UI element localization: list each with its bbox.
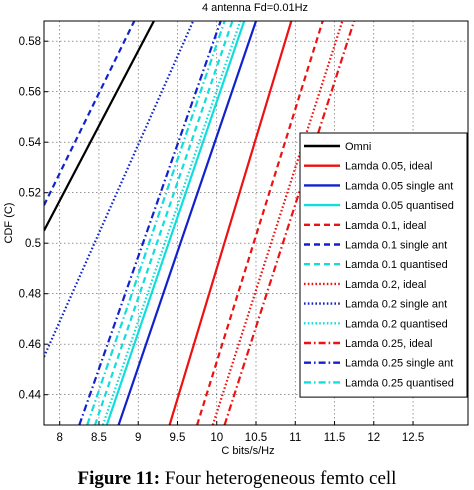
x-tick-label: 9.5: [169, 432, 185, 444]
axis-ticks: 8 8.5 9 9.5 10 10.5 11 11.5 12 12.5 0.44 0.46 0.48 0.…: [19, 36, 425, 444]
y-tick-label: 0.48: [19, 289, 41, 301]
y-tick-label: 0.52: [19, 188, 41, 200]
cdf-line-chart: 4 antenna Fd=0.01Hz 8 8.5 9 9.5 10 10.5 11 11.5…: [3, 2, 469, 457]
legend-entry-label: Lamda 0.25 single ant: [345, 358, 453, 370]
x-tick-label: 8.5: [91, 432, 107, 444]
y-tick-label: 0.5: [25, 238, 41, 250]
y-tick-label: 0.46: [19, 339, 41, 351]
series-line: [101, 21, 242, 425]
legend-entry-label: Lamda 0.1 single ant: [345, 240, 447, 252]
series-line: [211, 21, 344, 425]
series-layer: [44, 21, 356, 425]
x-tick-label: 9: [135, 432, 141, 444]
x-tick-label: 11: [289, 432, 301, 444]
x-axis-label: C bits/s/Hz: [221, 445, 274, 457]
legend-entry-label: Lamda 0.25 quantised: [345, 377, 454, 389]
x-tick-label: 12: [367, 432, 380, 444]
legend-entry-label: Lamda 0.05 single ant: [345, 180, 453, 192]
y-tick-label: 0.58: [19, 36, 41, 48]
series-line: [196, 21, 324, 425]
series-line: [44, 21, 136, 206]
legend: Omni Lamda 0.05, ideal Lamda 0.05 single a…: [299, 132, 468, 398]
series-line: [168, 21, 293, 425]
y-tick-label: 0.56: [19, 87, 41, 99]
legend-entry-label: Lamda 0.05 quantised: [345, 200, 454, 212]
legend-entry-label: Lamda 0.2, ideal: [345, 279, 426, 291]
x-tick-label: 10.5: [245, 432, 267, 444]
y-axis-label: CDF (C): [3, 203, 15, 244]
figure-caption: Figure 11: Four heterogeneous femto cell: [0, 468, 474, 490]
series-line: [223, 21, 356, 425]
chart-title: 4 antenna Fd=0.01Hz: [202, 2, 308, 14]
legend-entry-label: Lamda 0.1, ideal: [345, 220, 426, 232]
caption-text: Four heterogeneous femto cell: [164, 468, 397, 489]
legend-entry-label: Lamda 0.25, ideal: [345, 338, 432, 350]
series-line: [44, 21, 195, 358]
series-line: [44, 21, 155, 232]
x-tick-label: 12.5: [402, 432, 424, 444]
legend-entry-label: Lamda 0.1 quantised: [345, 259, 448, 271]
y-tick-label: 0.54: [19, 137, 42, 149]
series-line: [86, 21, 226, 425]
legend-entry-label: Lamda 0.2 single ant: [345, 299, 447, 311]
series-line: [78, 21, 222, 425]
caption-label: Figure 11:: [77, 468, 161, 489]
x-tick-label: 8: [57, 432, 63, 444]
legend-entry-label: Omni: [345, 141, 371, 153]
series-line: [93, 21, 234, 425]
legend-entry-label: Lamda 0.05, ideal: [345, 161, 432, 173]
series-line: [117, 21, 258, 425]
x-tick-label: 10: [210, 432, 223, 444]
y-tick-label: 0.44: [19, 390, 42, 402]
series-line: [105, 21, 246, 425]
x-tick-label: 11.5: [324, 432, 346, 444]
legend-entry-label: Lamda 0.2 quantised: [345, 318, 448, 330]
